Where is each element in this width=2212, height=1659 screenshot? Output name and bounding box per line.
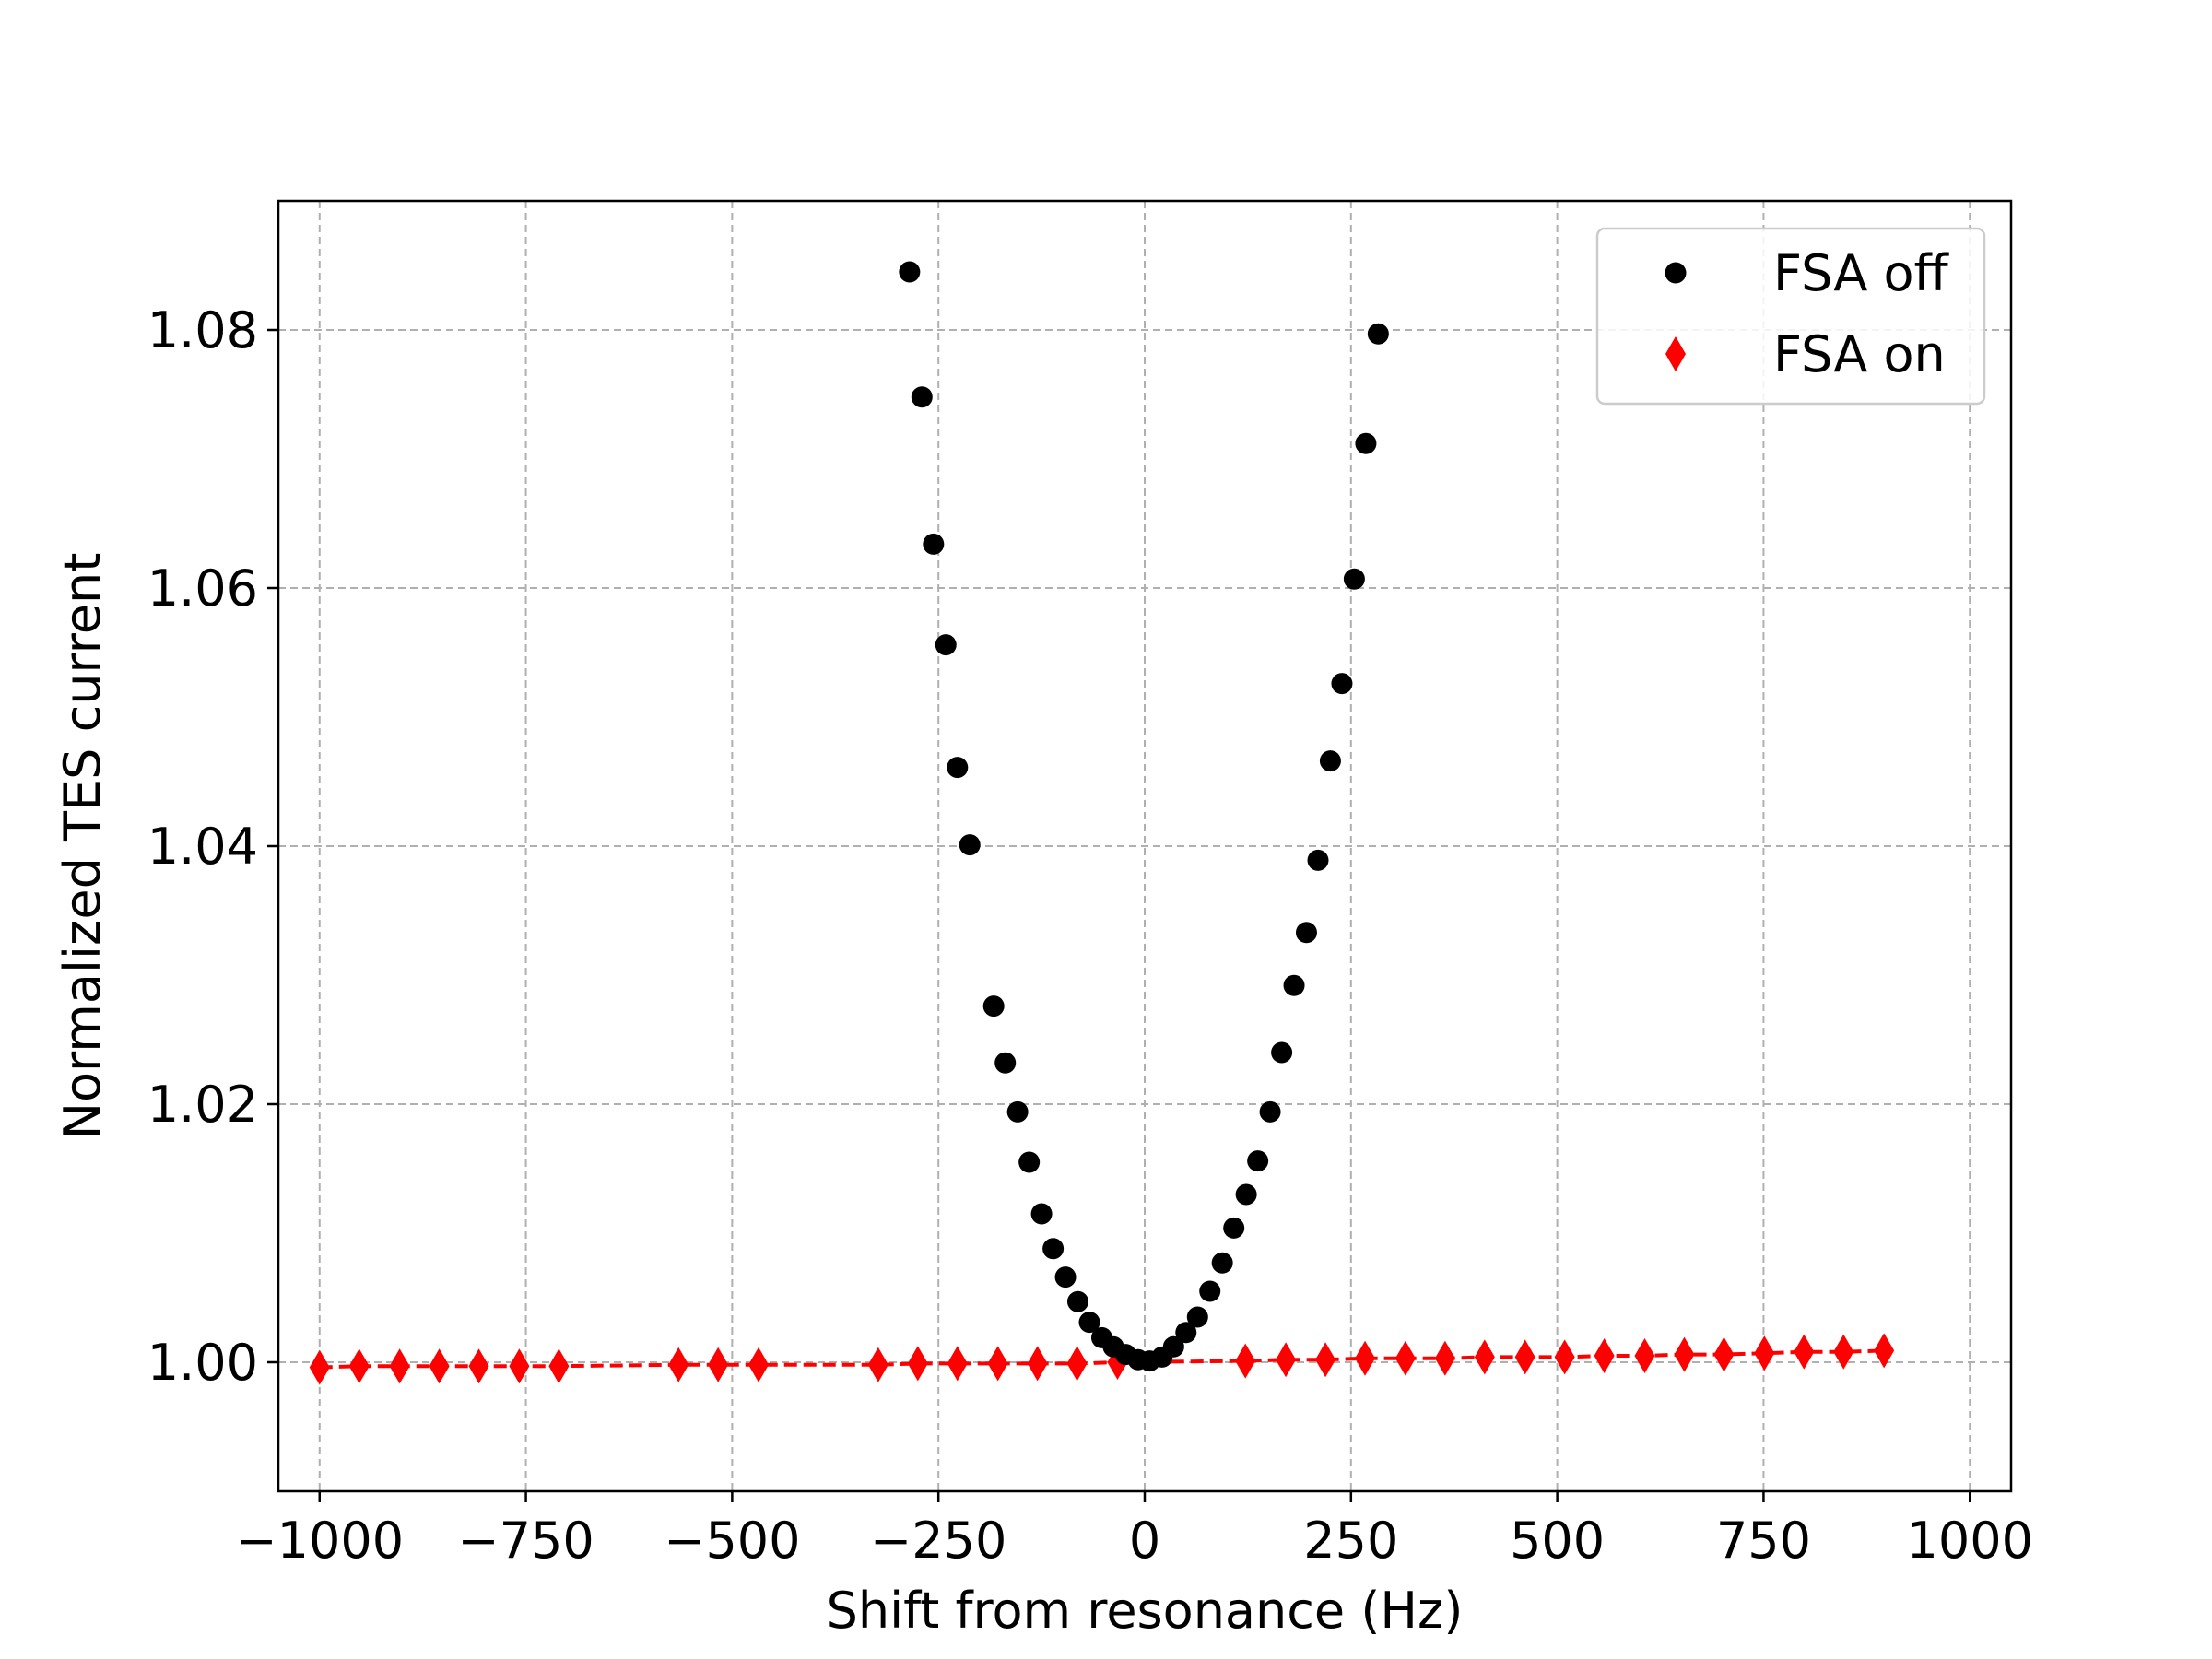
data-point [1259, 1100, 1281, 1123]
data-point [309, 1349, 330, 1385]
data-point [748, 1347, 770, 1382]
y-tick-label: 1.08 [147, 301, 258, 359]
y-axis: 1.00 1.02 1.04 1.06 1.08 [147, 301, 278, 1392]
data-point [1355, 1340, 1376, 1376]
series-layer [309, 261, 1895, 1385]
data-point [947, 757, 969, 779]
data-point [867, 1347, 888, 1382]
legend-entry: FSA on [1665, 325, 1946, 383]
series-fsa-on [309, 1333, 1895, 1385]
legend-marker [1665, 336, 1686, 371]
data-point [1247, 1150, 1269, 1172]
y-tick-label: 1.00 [147, 1334, 258, 1392]
legend-entries: FSA off FSA on [1665, 244, 1950, 383]
data-point [1594, 1338, 1615, 1373]
y-tick-label: 1.02 [147, 1076, 258, 1134]
data-point [468, 1348, 489, 1384]
data-point [1211, 1252, 1233, 1274]
data-point [1235, 1183, 1257, 1206]
x-tick-label: 500 [1510, 1512, 1605, 1570]
data-point [1474, 1339, 1495, 1375]
data-point [1634, 1338, 1655, 1373]
data-point [1283, 974, 1305, 996]
data-point [1713, 1336, 1735, 1372]
data-point [1554, 1339, 1575, 1375]
x-tick-label: 250 [1303, 1512, 1398, 1570]
data-point [1066, 1346, 1088, 1382]
data-point [947, 1346, 968, 1382]
data-point [1199, 1280, 1221, 1302]
legend-box [1595, 227, 1986, 406]
y-axis-label: Normalized TES current [53, 553, 112, 1140]
data-point [1434, 1340, 1455, 1376]
data-point [1042, 1238, 1065, 1260]
data-point [987, 1346, 1008, 1382]
x-axis-label: Shift from resonance (Hz) [827, 1582, 1464, 1640]
legend-label: FSA off [1773, 244, 1950, 302]
data-point [899, 261, 921, 283]
data-point [389, 1348, 410, 1384]
legend-marker [1665, 262, 1687, 284]
data-point [923, 533, 945, 555]
data-point [1271, 1041, 1293, 1064]
x-tick-label: −750 [457, 1512, 594, 1570]
data-point [1315, 1342, 1336, 1378]
data-point [1307, 849, 1329, 871]
legend-label: FSA on [1773, 325, 1946, 383]
data-point [1078, 1312, 1100, 1334]
data-point [1223, 1217, 1245, 1239]
data-point [1394, 1340, 1416, 1376]
data-point [1235, 1343, 1256, 1379]
data-point [1754, 1335, 1775, 1371]
data-point [1027, 1346, 1048, 1382]
x-tick-label: −250 [870, 1512, 1006, 1570]
data-point [982, 995, 1005, 1018]
y-tick-label: 1.04 [147, 818, 258, 876]
data-point [1331, 673, 1353, 695]
data-point [1175, 1322, 1197, 1344]
x-tick-label: −1000 [235, 1512, 404, 1570]
data-point [1276, 1342, 1297, 1378]
data-point [1319, 750, 1341, 772]
data-point [1186, 1306, 1208, 1328]
data-point [1343, 568, 1365, 590]
data-point [959, 834, 981, 856]
data-point [1295, 922, 1317, 944]
data-point [1006, 1100, 1029, 1123]
data-point [708, 1347, 729, 1382]
y-tick-label: 1.06 [147, 559, 258, 618]
data-point [911, 386, 933, 408]
legend-entry: FSA off [1665, 244, 1950, 302]
data-point [935, 634, 957, 656]
data-point [1162, 1335, 1184, 1358]
data-point [509, 1348, 530, 1384]
x-tick-label: 750 [1716, 1512, 1811, 1570]
data-point [1018, 1151, 1041, 1173]
x-axis: −1000 −750 −500 −250 0 250 500 750 1000 [235, 1491, 2033, 1570]
data-point [668, 1347, 689, 1382]
data-point [907, 1346, 928, 1382]
x-tick-label: 0 [1129, 1512, 1160, 1570]
x-tick-label: −500 [664, 1512, 800, 1570]
data-point [1054, 1266, 1077, 1288]
data-point [1367, 323, 1389, 345]
data-point [1674, 1336, 1695, 1372]
data-point [429, 1348, 450, 1384]
legend: FSA off FSA on [1595, 227, 1986, 406]
series-line [319, 1348, 1885, 1370]
series-fsa-off [899, 261, 1389, 1372]
x-tick-label: 1000 [1907, 1512, 2033, 1570]
data-point [1794, 1334, 1815, 1370]
data-point [548, 1348, 570, 1384]
data-point [1355, 432, 1377, 454]
data-point [1030, 1203, 1053, 1225]
data-point [1514, 1339, 1535, 1375]
data-point [348, 1348, 370, 1384]
data-point [1874, 1333, 1895, 1369]
data-point [1833, 1334, 1854, 1370]
data-point [994, 1052, 1017, 1074]
data-point [1066, 1290, 1088, 1312]
